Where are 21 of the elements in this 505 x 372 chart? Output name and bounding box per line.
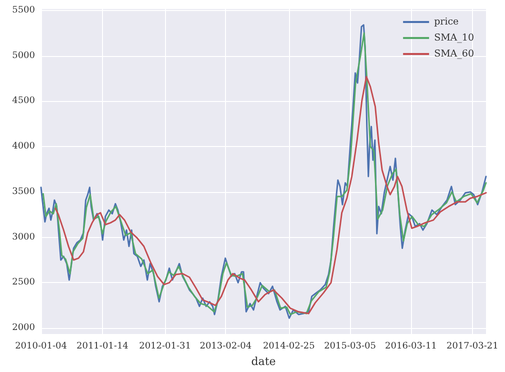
x-tick-label: 2016-03-11 xyxy=(385,342,437,352)
y-tick-label: 5000 xyxy=(12,50,36,61)
y-tick-label: 3500 xyxy=(12,186,36,197)
y-tick-label: 4500 xyxy=(12,96,36,106)
legend-label: SMA_10 xyxy=(434,32,474,44)
x-tick-label: 2012-01-31 xyxy=(139,342,191,352)
y-tick-label: 2500 xyxy=(12,278,36,288)
y-tick-label: 5500 xyxy=(12,5,36,16)
legend-label: price xyxy=(434,16,460,28)
x-tick-label: 2017-03-21 xyxy=(446,342,498,352)
x-axis-title: date xyxy=(251,354,276,368)
y-tick-label: 2000 xyxy=(12,323,36,334)
x-tick-label: 2010-01-04 xyxy=(15,342,68,352)
y-tick-label: 4000 xyxy=(12,142,36,152)
x-tick-label: 2014-02-25 xyxy=(262,342,316,352)
line-series xyxy=(54,76,487,314)
x-tick-label: 2013-02-04 xyxy=(200,342,252,352)
x-tick-label: 2011-01-14 xyxy=(76,342,129,352)
legend-label: SMA_60 xyxy=(434,48,474,60)
x-tick-label: 2015-03-05 xyxy=(324,342,376,352)
y-tick-label: 3000 xyxy=(12,232,36,242)
